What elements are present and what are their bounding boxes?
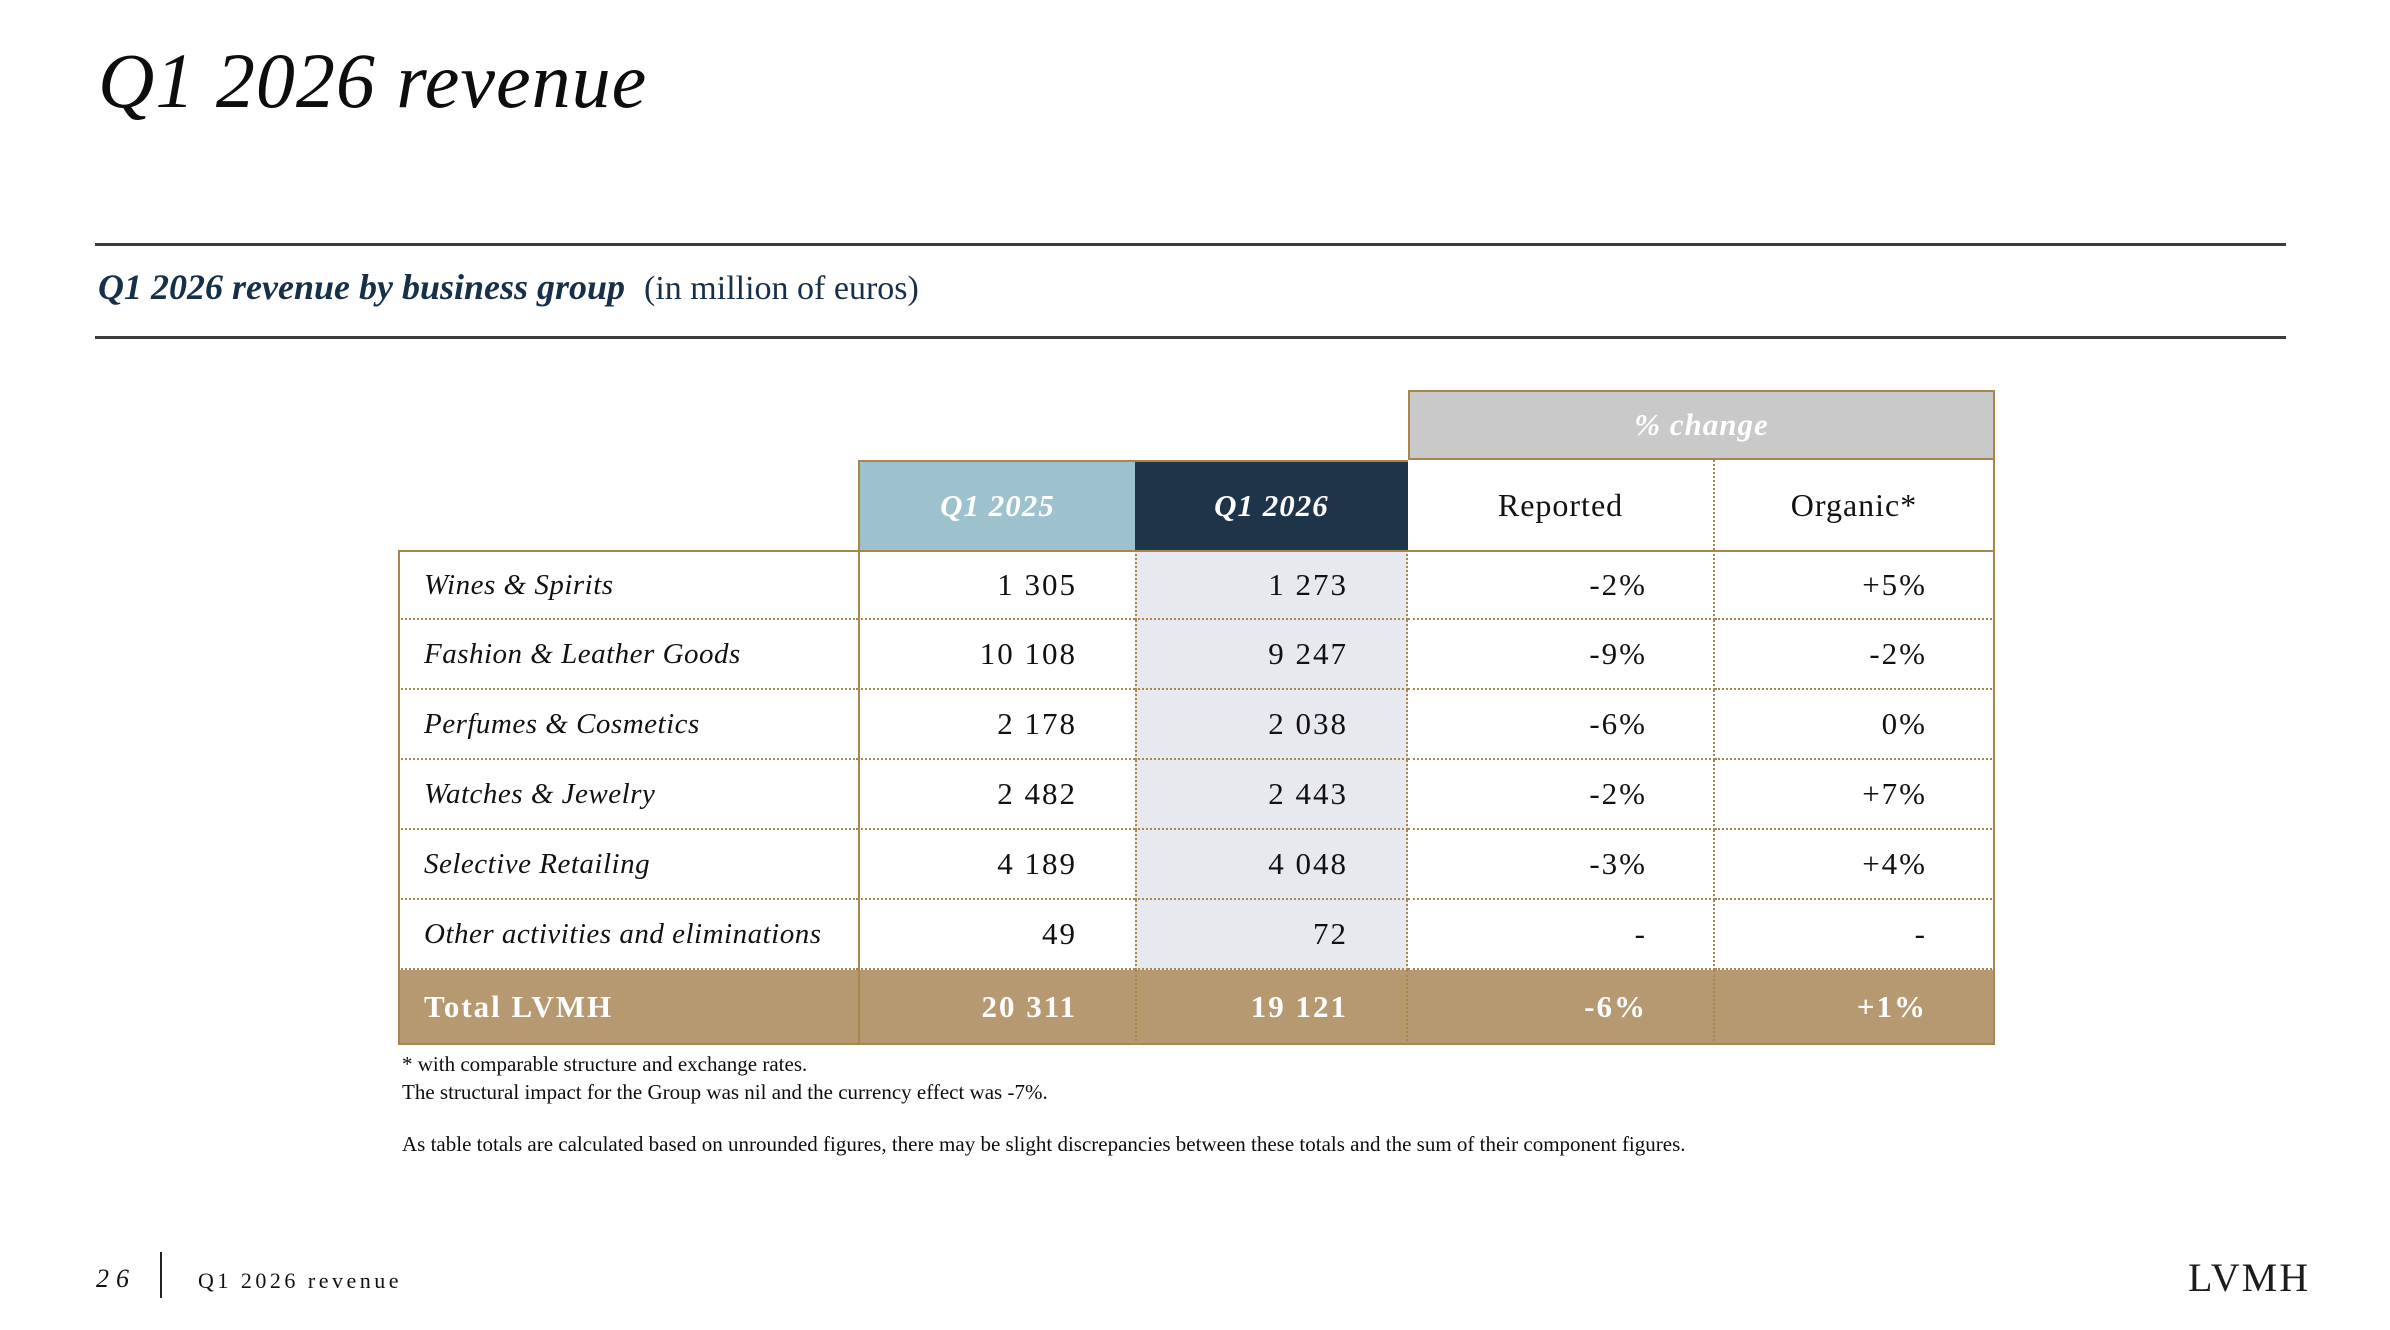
table-header-spacer [398, 390, 1408, 460]
total-organic: +1% [1715, 970, 1995, 1045]
row-label: Other activities and eliminations [398, 900, 858, 970]
column-header-q1-2026: Q1 2026 [1135, 460, 1408, 550]
footnote-block-exchange-rates: * with comparable structure and exchange… [402, 1050, 1048, 1106]
total-row-label: Total LVMH [398, 970, 858, 1045]
row-label: Selective Retailing [398, 830, 858, 900]
revenue-table: % change Q1 2025 Q1 2026 Reported Organi… [398, 390, 1995, 1045]
value-reported: -2% [1408, 550, 1715, 620]
column-header-organic: Organic* [1715, 460, 1995, 550]
column-header-reported: Reported [1408, 460, 1715, 550]
value-organic: +4% [1715, 830, 1995, 900]
value-reported: -6% [1408, 690, 1715, 760]
value-q1-2026: 1 273 [1135, 550, 1408, 620]
row-label: Wines & Spirits [398, 550, 858, 620]
section-heading-unit: (in million of euros) [644, 270, 919, 307]
page-title: Q1 2026 revenue [98, 37, 648, 124]
footnote-organic-definition: * with comparable structure and exchange… [402, 1052, 808, 1076]
value-organic: +5% [1715, 550, 1995, 620]
value-reported: - [1408, 900, 1715, 970]
footnote-rounding: As table totals are calculated based on … [402, 1132, 1686, 1156]
value-q1-2025: 4 189 [858, 830, 1135, 900]
value-q1-2025: 2 178 [858, 690, 1135, 760]
value-q1-2025: 10 108 [858, 620, 1135, 690]
value-q1-2026: 2 038 [1135, 690, 1408, 760]
row-label-header-spacer [398, 460, 858, 550]
footer-divider-line [160, 1252, 162, 1298]
value-organic: +7% [1715, 760, 1995, 830]
value-reported: -2% [1408, 760, 1715, 830]
value-q1-2025: 49 [858, 900, 1135, 970]
row-label: Fashion & Leather Goods [398, 620, 858, 690]
section-heading-main: Q1 2026 revenue by business group [98, 267, 626, 307]
column-group-header-pct-change: % change [1408, 390, 1995, 460]
lvmh-logo: LVMH [2188, 1255, 2311, 1300]
divider-line-bottom [95, 336, 2286, 339]
divider-line-top [95, 243, 2286, 246]
value-q1-2025: 1 305 [858, 550, 1135, 620]
total-q1-2026: 19 121 [1135, 970, 1408, 1045]
value-q1-2025: 2 482 [858, 760, 1135, 830]
value-reported: -9% [1408, 620, 1715, 690]
section-heading: Q1 2026 revenue by business group (in mi… [98, 266, 919, 308]
column-header-q1-2025: Q1 2025 [858, 460, 1135, 550]
footnote-structural-impact: The structural impact for the Group was … [402, 1080, 1048, 1104]
value-q1-2026: 2 443 [1135, 760, 1408, 830]
page-number: 26 [96, 1264, 136, 1293]
total-q1-2025: 20 311 [858, 970, 1135, 1045]
row-label: Watches & Jewelry [398, 760, 858, 830]
value-organic: - [1715, 900, 1995, 970]
total-reported: -6% [1408, 970, 1715, 1045]
value-organic: -2% [1715, 620, 1995, 690]
value-q1-2026: 9 247 [1135, 620, 1408, 690]
value-q1-2026: 72 [1135, 900, 1408, 970]
row-label: Perfumes & Cosmetics [398, 690, 858, 760]
value-reported: -3% [1408, 830, 1715, 900]
value-organic: 0% [1715, 690, 1995, 760]
footer-section-label: Q1 2026 revenue [198, 1268, 403, 1293]
value-q1-2026: 4 048 [1135, 830, 1408, 900]
